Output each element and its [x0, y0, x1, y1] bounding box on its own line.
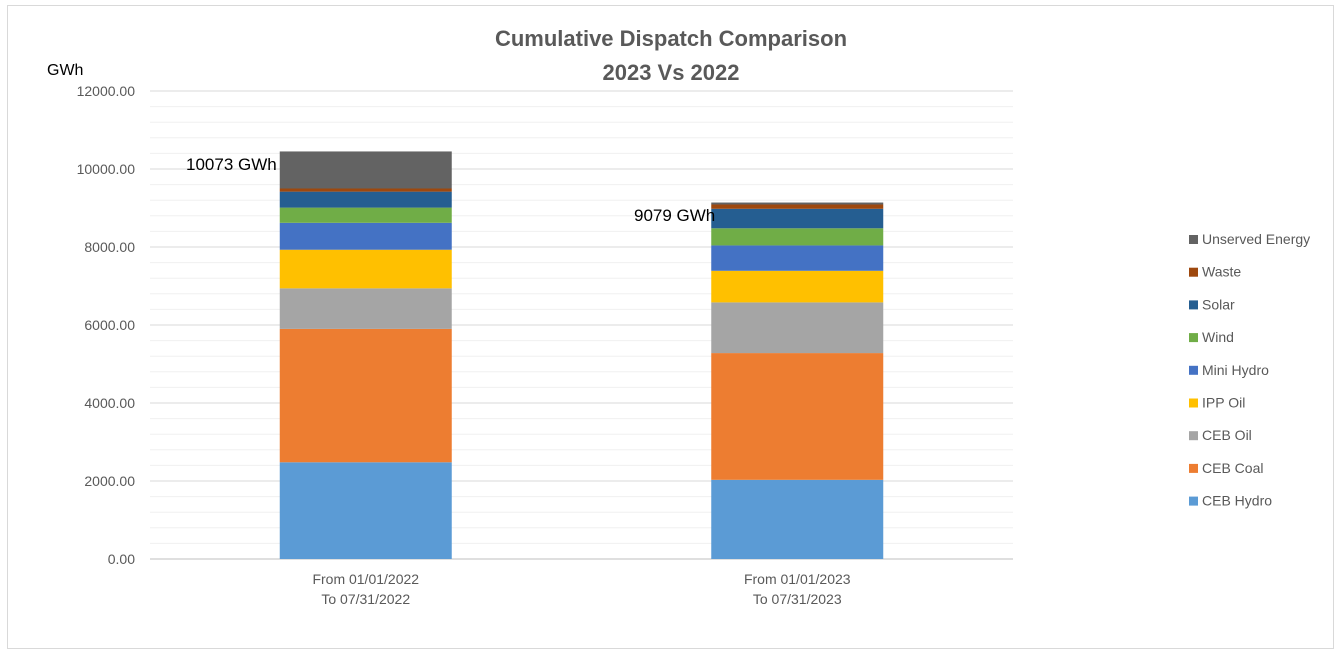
legend-swatch — [1189, 463, 1198, 473]
legend-label: IPP Oil — [1202, 395, 1245, 411]
legend-swatch — [1189, 496, 1198, 506]
bar-segment-ipp-oil — [279, 249, 452, 289]
legend-label: CEB Hydro — [1202, 493, 1272, 509]
y-tick-label: 12000.00 — [77, 83, 136, 99]
bar-segment-ceb-hydro — [711, 479, 884, 559]
bar-segment-solar — [279, 191, 452, 208]
legend-swatch — [1189, 267, 1198, 277]
bar-segment-solar — [711, 208, 884, 229]
legend-swatch — [1189, 431, 1198, 441]
legend-item-ceb-hydro: CEB Hydro — [1189, 493, 1272, 509]
legend-label: Unserved Energy — [1202, 231, 1310, 247]
bar-segment-wind — [279, 207, 452, 223]
legend-swatch — [1189, 235, 1198, 244]
y-tick-label: 2000.00 — [84, 473, 135, 489]
legend-item-solar: Solar — [1189, 296, 1235, 312]
bar-segment-ceb-coal — [711, 353, 884, 480]
legend-swatch — [1189, 398, 1198, 408]
legend-label: Mini Hydro — [1202, 362, 1269, 378]
legend-label: Waste — [1202, 264, 1241, 280]
x-category-label: From 01/01/2022 — [312, 571, 419, 587]
legend-label: CEB Oil — [1202, 427, 1252, 443]
bar-segment-waste — [279, 188, 452, 192]
y-axis-unit-label: GWh — [47, 62, 83, 79]
legend-item-wind: Wind — [1189, 329, 1234, 345]
legend-item-unserved-energy: Unserved Energy — [1189, 231, 1310, 247]
y-tick-label: 6000.00 — [84, 317, 135, 333]
y-tick-label: 10000.00 — [77, 161, 136, 177]
bar-segment-ceb-oil — [279, 288, 452, 329]
legend-label: CEB Coal — [1202, 460, 1263, 476]
y-tick-label: 8000.00 — [84, 239, 135, 255]
bar-segment-ceb-coal — [279, 328, 452, 463]
legend-item-ceb-coal: CEB Coal — [1189, 460, 1263, 476]
legend-label: Wind — [1202, 329, 1234, 345]
bar-total-label: 10073 GWh — [186, 155, 277, 174]
legend-swatch — [1189, 300, 1198, 310]
bar-segment-ceb-hydro — [279, 462, 452, 559]
bar-segment-mini-hydro — [711, 245, 884, 271]
x-category-label: To 07/31/2022 — [321, 591, 410, 607]
chart-frame — [7, 5, 1334, 649]
x-category-label: To 07/31/2023 — [753, 591, 842, 607]
bar-segment-ipp-oil — [711, 270, 884, 303]
legend-swatch — [1189, 365, 1198, 375]
bar-segment-mini-hydro — [279, 222, 452, 250]
y-tick-label: 4000.00 — [84, 395, 135, 411]
legend-item-ceb-oil: CEB Oil — [1189, 427, 1252, 443]
chart-subtitle: 2023 Vs 2022 — [602, 60, 739, 85]
chart-title: Cumulative Dispatch Comparison — [495, 26, 847, 51]
legend-item-mini-hydro: Mini Hydro — [1189, 362, 1269, 378]
legend-item-waste: Waste — [1189, 264, 1241, 280]
bar-segment-unserved-energy — [279, 151, 452, 189]
legend-item-ipp-oil: IPP Oil — [1189, 395, 1245, 411]
bar-segment-waste — [711, 204, 884, 209]
bar-segment-ceb-oil — [711, 302, 884, 354]
y-tick-label: 0.00 — [108, 551, 135, 567]
bar-segment-wind — [711, 228, 884, 246]
legend-swatch — [1189, 333, 1198, 343]
x-category-label: From 01/01/2023 — [744, 571, 851, 587]
legend-label: Solar — [1202, 296, 1235, 312]
bar-total-label: 9079 GWh — [634, 206, 715, 225]
bar-segment-unserved-energy — [711, 202, 884, 205]
